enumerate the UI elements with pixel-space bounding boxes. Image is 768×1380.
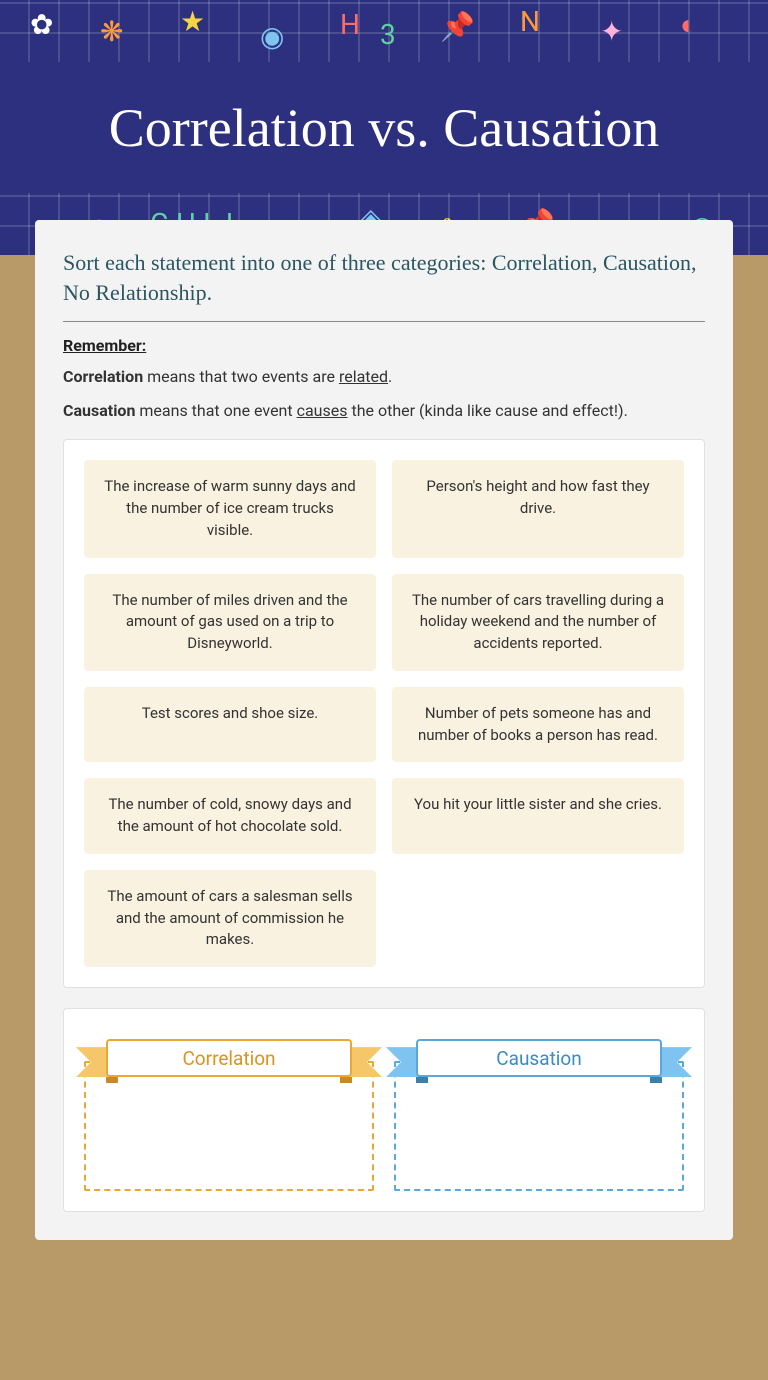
correlation-ribbon: Correlation (76, 1039, 382, 1083)
correlation-zone-label: Correlation (106, 1039, 352, 1077)
drop-zones-container: Correlation Causation (63, 1008, 705, 1212)
remember-label: Remember: (63, 336, 705, 355)
causation-ribbon: Causation (386, 1039, 692, 1083)
correlation-keyword: related (339, 367, 388, 386)
draggable-item[interactable]: The number of cold, snowy days and the a… (84, 778, 376, 854)
correlation-definition: Correlation means that two events are re… (63, 365, 705, 389)
header-decoration-top: ✿ ❋ ★ ◉ H 3 📌 N ✦ ◐ (0, 0, 768, 62)
draggable-item[interactable]: The amount of cars a salesman sells and … (84, 870, 376, 967)
ribbon-notch-icon (650, 1077, 662, 1083)
draggable-item[interactable]: Number of pets someone has and number of… (392, 687, 684, 763)
causation-term: Causation (63, 401, 135, 420)
ribbon-notch-icon (106, 1077, 118, 1083)
draggable-item[interactable]: You hit your little sister and she cries… (392, 778, 684, 854)
draggable-items-container: The increase of warm sunny days and the … (63, 439, 705, 988)
draggable-item[interactable]: The number of miles driven and the amoun… (84, 574, 376, 671)
ribbon-notch-icon (340, 1077, 352, 1083)
instruction-text: Sort each statement into one of three ca… (63, 248, 705, 322)
causation-zone-label: Causation (416, 1039, 662, 1077)
drop-zone-correlation[interactable]: Correlation (84, 1039, 374, 1191)
page-title: Correlation vs. Causation (109, 97, 659, 159)
causation-definition: Causation means that one event causes th… (63, 399, 705, 423)
worksheet-card: Sort each statement into one of three ca… (35, 220, 733, 1240)
drop-zone-causation[interactable]: Causation (394, 1039, 684, 1191)
page-header: ✿ ❋ ★ ◉ H 3 📌 N ✦ ◐ Correlation vs. Caus… (0, 0, 768, 255)
draggable-item[interactable]: The increase of warm sunny days and the … (84, 460, 376, 557)
ribbon-notch-icon (416, 1077, 428, 1083)
page-body: Sort each statement into one of three ca… (0, 255, 768, 1380)
correlation-term: Correlation (63, 367, 143, 386)
draggable-item[interactable]: Person's height and how fast they drive. (392, 460, 684, 557)
draggable-item[interactable]: Test scores and shoe size. (84, 687, 376, 763)
draggable-item[interactable]: The number of cars travelling during a h… (392, 574, 684, 671)
causation-keyword: causes (297, 401, 348, 420)
